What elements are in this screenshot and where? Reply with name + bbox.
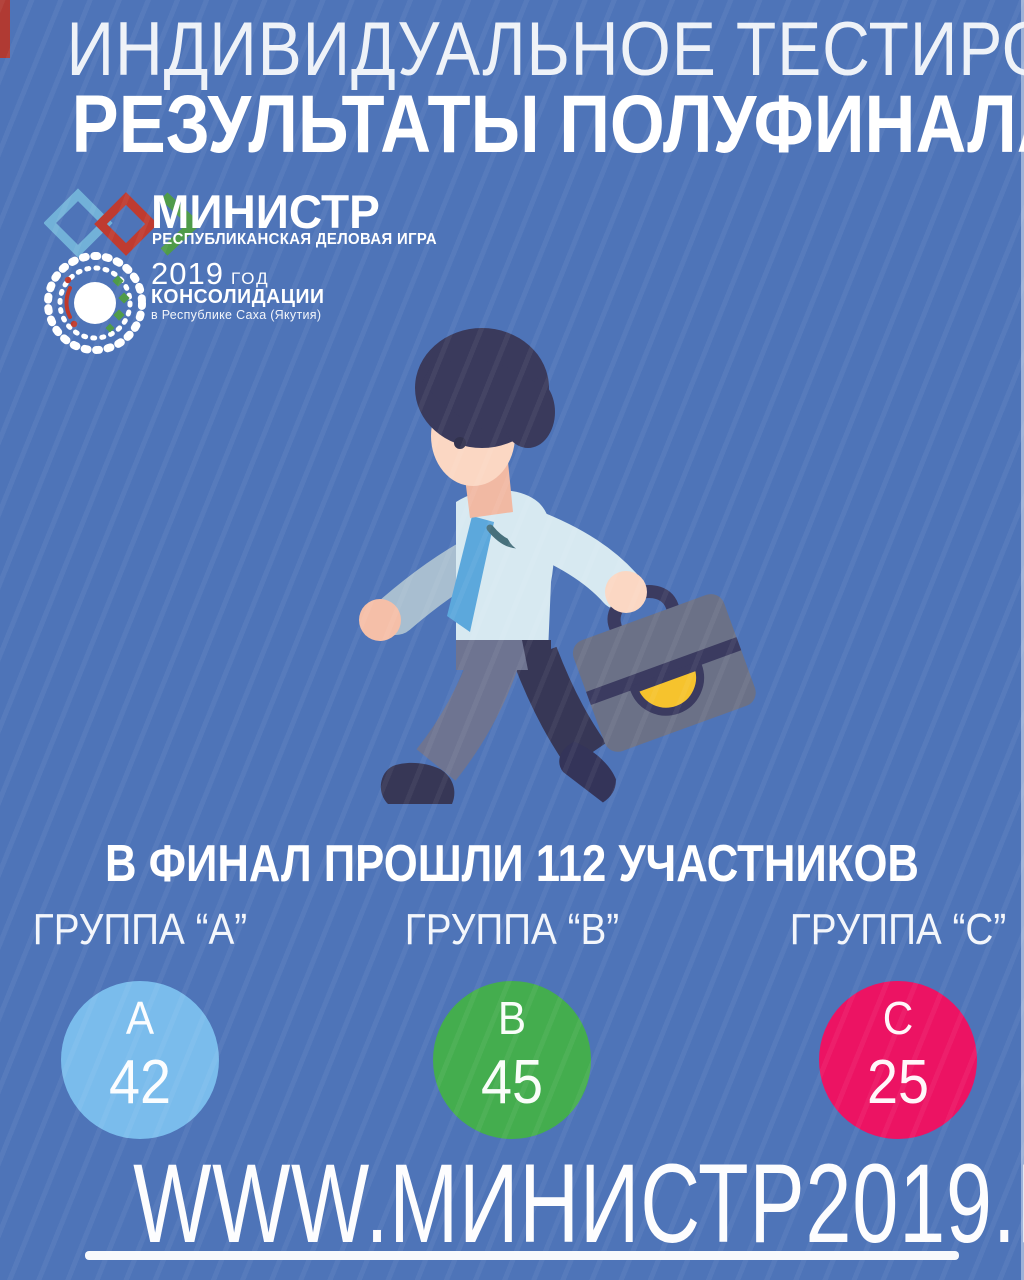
group-b-column: ГРУППА “В” В 45 <box>372 905 652 1139</box>
group-b-circle: В 45 <box>433 981 591 1139</box>
yakutia-ornament-icon <box>44 252 146 354</box>
group-c-letter: С <box>882 992 914 1044</box>
group-c-circle: С 25 <box>819 981 977 1139</box>
group-b-label: ГРУППА “В” <box>404 905 620 954</box>
website-url: WWW.МИНИСТР2019.РФ <box>133 1141 1024 1266</box>
group-b-letter: В <box>497 992 527 1044</box>
group-a-count: 42 <box>108 1048 172 1117</box>
year-logo-line1: 2019 ГОД <box>151 258 270 289</box>
year-logo-consolidation: КОНСОЛИДАЦИИ <box>151 286 325 308</box>
poster-right-edge <box>1021 0 1024 1280</box>
poster-title-line2: РЕЗУЛЬТАТЫ ПОЛУФИНАЛА <box>71 79 1024 170</box>
group-c-count: 25 <box>866 1048 930 1117</box>
ministr-logo-diamonds-icon <box>44 188 202 258</box>
year-logo-region: в Республике Саха (Якутия) <box>151 308 322 322</box>
poster-title-line1: ИНДИВИДУАЛЬНОЕ ТЕСТИРОВАНИЕ <box>66 7 1024 92</box>
group-a-letter: А <box>125 992 155 1044</box>
ministr-logo-name: МИНИСТР <box>151 185 380 238</box>
group-c-column: ГРУППА “С” С 25 <box>758 905 1024 1139</box>
ministr-logo-subtitle: РЕСПУБЛИКАНСКАЯ ДЕЛОВАЯ ИГРА <box>152 231 438 248</box>
green-chevron-icon <box>160 192 202 256</box>
group-a-label: ГРУППА “А” <box>32 905 248 954</box>
businessman-illustration <box>359 328 756 804</box>
group-a-column: ГРУППА “А” А 42 <box>0 905 280 1139</box>
year-logo-year: 2019 <box>151 256 224 291</box>
tie-shape <box>447 516 494 632</box>
group-c-label: ГРУППА “С” <box>789 905 1007 954</box>
finals-headline: В ФИНАЛ ПРОШЛИ 112 УЧАСТНИКОВ <box>105 835 919 893</box>
footer-underline-bar <box>85 1251 959 1260</box>
corner-red-strip <box>0 0 10 58</box>
year-logo-word: ГОД <box>230 269 270 288</box>
group-a-circle: А 42 <box>61 981 219 1139</box>
group-b-count: 45 <box>480 1048 544 1117</box>
